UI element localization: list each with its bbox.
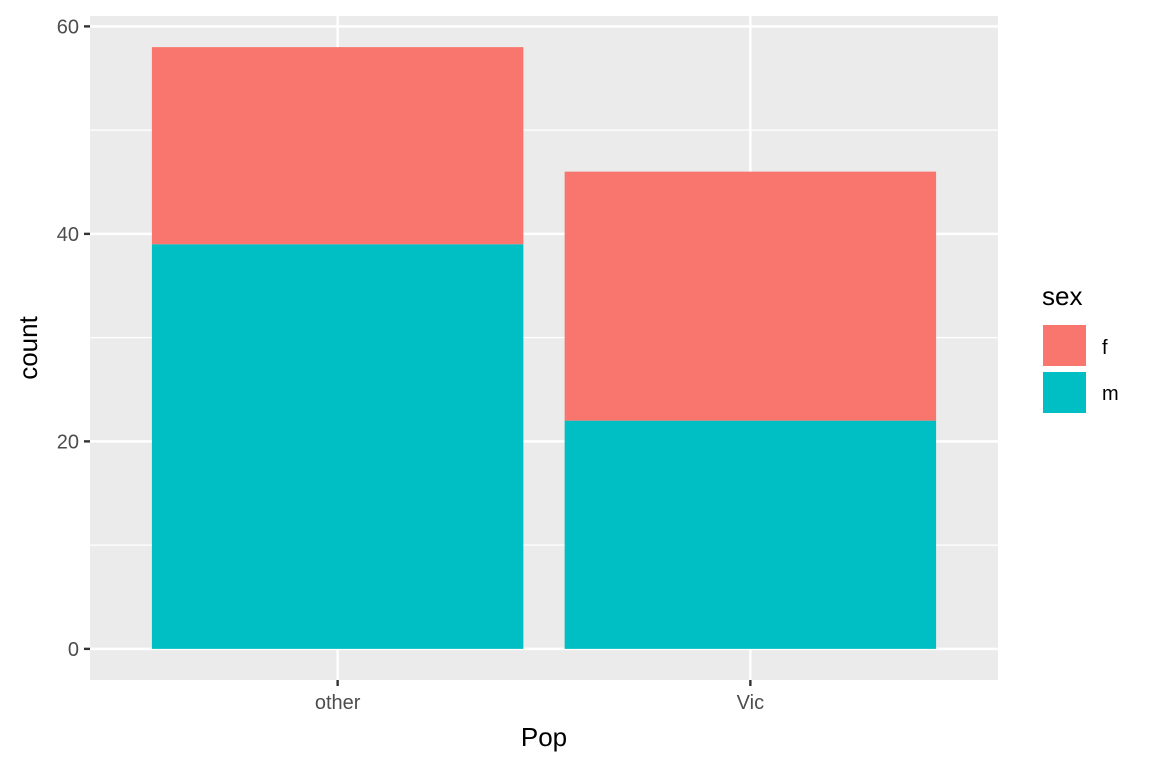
y-axis-title: count	[13, 315, 43, 379]
x-tick-label: other	[315, 692, 361, 714]
bar-Vic-f	[564, 171, 937, 421]
legend-key-m	[1043, 372, 1086, 413]
legend: sex f m	[1042, 281, 1119, 413]
legend-key-f	[1043, 325, 1086, 366]
y-tick-label: 20	[57, 431, 79, 453]
y-tick-label: 0	[68, 639, 79, 661]
x-tick-label: Vic	[737, 692, 764, 714]
y-tick-label: 40	[57, 224, 79, 246]
y-tick-label: 60	[57, 16, 79, 38]
legend-label-f: f	[1102, 337, 1108, 359]
bar-other-f	[151, 47, 524, 245]
y-axis: 0 20 40 60	[57, 16, 90, 661]
bar-other-m	[151, 244, 524, 649]
legend-label-m: m	[1102, 383, 1119, 405]
x-axis-title: Pop	[521, 722, 567, 752]
x-axis: other Vic	[315, 680, 764, 714]
bar-Vic-m	[564, 420, 937, 649]
bars-group	[151, 47, 937, 649]
legend-title: sex	[1042, 281, 1082, 311]
